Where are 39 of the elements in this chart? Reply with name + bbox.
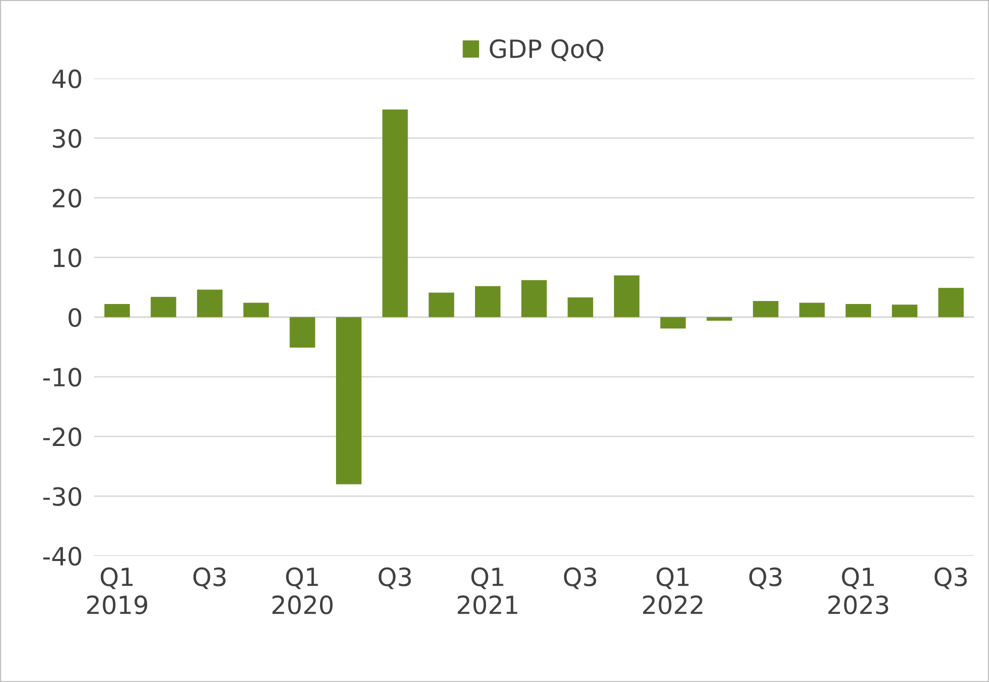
bar <box>892 304 918 318</box>
bar <box>474 286 500 318</box>
bar <box>706 317 732 321</box>
bar <box>846 304 872 318</box>
bar <box>243 302 269 318</box>
bar <box>197 290 223 318</box>
legend-label: GDP QoQ <box>490 39 604 62</box>
y-tick-label: -10 <box>43 368 82 387</box>
x-tick-label: Q1 2021 <box>458 567 518 614</box>
x-tick-label: Q1 2020 <box>272 567 333 614</box>
bar <box>428 292 454 318</box>
y-tick-label: -30 <box>43 487 82 506</box>
y-tick-label: 40 <box>52 69 82 88</box>
x-tick-label: Q1 2023 <box>828 567 888 614</box>
y-tick-label: -20 <box>43 427 82 446</box>
y-tick-label: 10 <box>54 248 82 268</box>
y-tick-label: 30 <box>52 129 82 148</box>
x-tick-label: Q3 <box>193 567 226 590</box>
x-tick-label: Q3 <box>934 567 967 590</box>
bar <box>799 302 825 318</box>
bar <box>938 288 964 318</box>
x-tick-label: Q3 <box>378 567 411 590</box>
x-tick-label: Q3 <box>749 567 782 590</box>
y-tick-label: 20 <box>52 188 82 208</box>
bar <box>290 317 316 348</box>
bar <box>521 280 547 318</box>
x-tick-label: Q3 <box>564 567 596 590</box>
bar <box>660 317 686 328</box>
bar <box>614 275 640 318</box>
bar <box>382 109 408 318</box>
bar <box>150 296 176 318</box>
bar <box>752 301 778 318</box>
bar <box>104 304 130 318</box>
x-tick-label: Q1 2019 <box>87 567 148 614</box>
y-tick-label: 0 <box>68 308 82 327</box>
x-tick-label: Q1 2022 <box>643 567 702 614</box>
bar <box>336 317 362 484</box>
y-tick-label: -40 <box>43 546 82 566</box>
bar <box>568 297 594 318</box>
